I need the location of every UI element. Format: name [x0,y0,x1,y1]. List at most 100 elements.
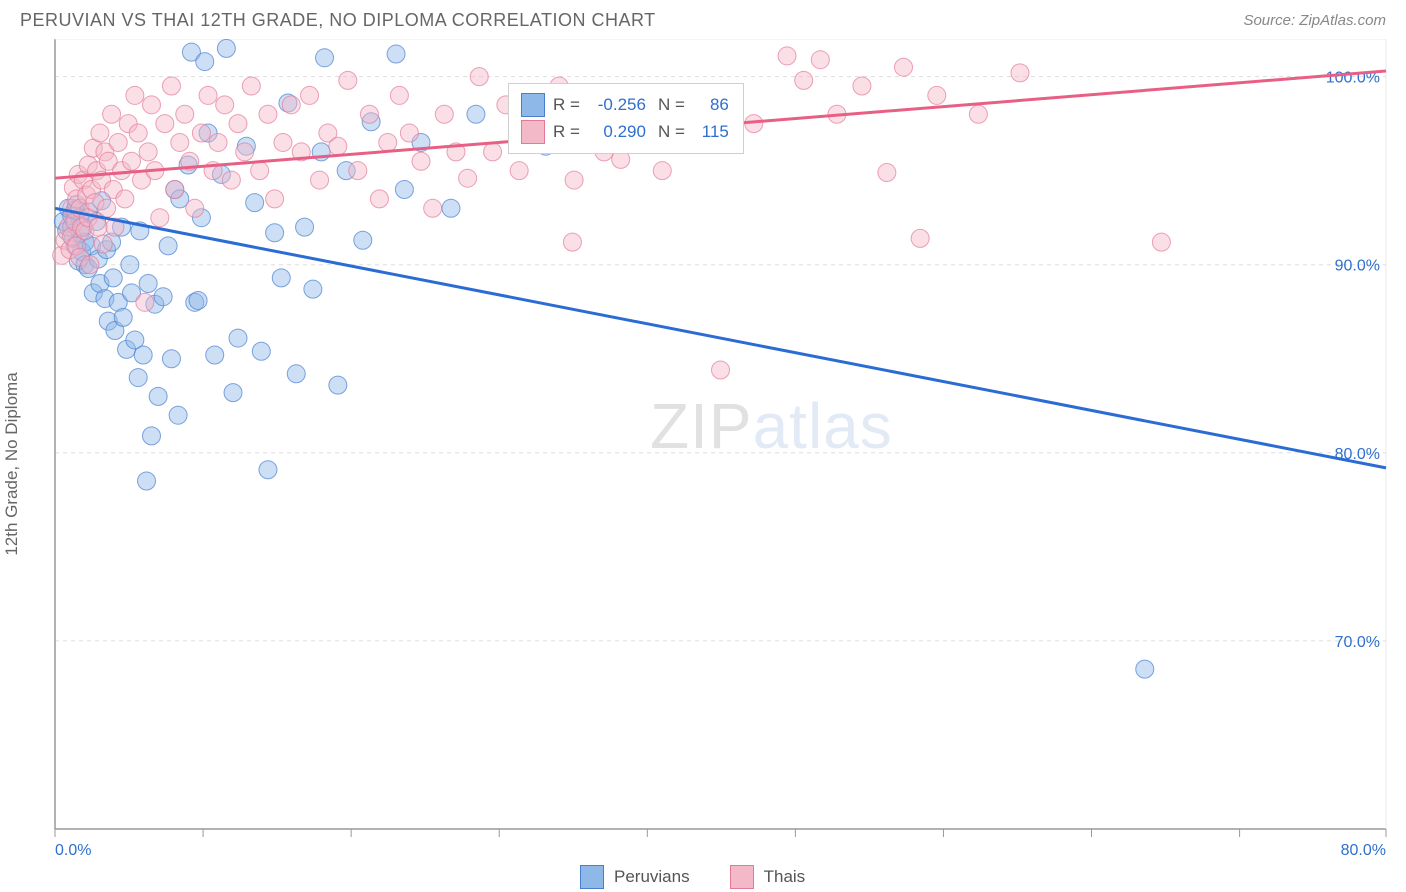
r-label: R = [553,122,580,142]
n-label: N = [658,95,685,115]
data-point [272,269,290,287]
data-point [91,124,109,142]
data-point [390,86,408,104]
r-value: -0.256 [588,95,646,115]
data-point [81,256,99,274]
legend-series-label: Thais [764,867,806,887]
data-point [316,49,334,67]
data-point [329,137,347,155]
series-legend: Peruvians Thais [580,865,805,889]
chart-header: PERUVIAN VS THAI 12TH GRADE, NO DIPLOMA … [0,0,1406,39]
data-point [459,169,477,187]
correlation-legend-box: R =-0.256N =86R =0.290N =115 [508,83,744,154]
data-point [266,190,284,208]
source-attribution: Source: ZipAtlas.com [1243,12,1386,29]
data-point [156,115,174,133]
data-point [151,209,169,227]
x-tick-label: 0.0% [55,842,91,859]
y-tick-label: 70.0% [1335,634,1380,651]
legend-swatch-icon [580,865,604,889]
data-point [224,384,242,402]
y-tick-label: 90.0% [1335,258,1380,275]
data-point [653,162,671,180]
data-point [104,269,122,287]
data-point [242,77,260,95]
data-point [370,190,388,208]
x-tick-label: 80.0% [1341,842,1386,859]
data-point [510,162,528,180]
data-point [139,143,157,161]
data-point [206,346,224,364]
data-point [199,86,217,104]
data-point [123,152,141,170]
data-point [360,105,378,123]
data-point [159,237,177,255]
data-point [229,329,247,347]
chart-title: PERUVIAN VS THAI 12TH GRADE, NO DIPLOMA … [20,10,656,31]
data-point [282,96,300,114]
data-point [878,164,896,182]
n-value: 86 [693,95,729,115]
data-point [229,115,247,133]
legend-stats-row: R = -0.256 N = 86 [521,93,729,117]
data-point [266,224,284,242]
data-point [304,280,322,298]
data-point [354,231,372,249]
data-point [379,133,397,151]
data-point [435,105,453,123]
data-point [349,162,367,180]
data-point [129,369,147,387]
legend-series-label: Peruvians [614,867,690,887]
data-point [565,171,583,189]
data-point [252,342,270,360]
n-label: N = [658,122,685,142]
data-point [853,77,871,95]
data-point [424,199,442,217]
data-point [149,387,167,405]
data-point [778,47,796,65]
data-point [329,376,347,394]
data-point [311,171,329,189]
data-point [217,39,235,57]
scatter-chart-svg: 70.0%80.0%90.0%100.0%0.0%80.0% [0,39,1406,859]
data-point [287,365,305,383]
data-point [274,133,292,151]
data-point [811,51,829,69]
data-point [189,291,207,309]
data-point [196,53,214,71]
chart-area: 12th Grade, No Diploma 70.0%80.0%90.0%10… [0,39,1406,889]
data-point [395,180,413,198]
data-point [895,58,913,76]
r-value: 0.290 [588,122,646,142]
data-point [192,124,210,142]
data-point [236,143,254,161]
data-point [186,199,204,217]
data-point [94,235,112,253]
data-point [126,86,144,104]
r-label: R = [553,95,580,115]
data-point [712,361,730,379]
data-point [89,218,107,236]
data-point [209,133,227,151]
legend-swatch-icon [521,93,545,117]
legend-item: Thais [730,865,806,889]
legend-swatch-icon [730,865,754,889]
data-point [911,229,929,247]
data-point [138,472,156,490]
data-point [116,190,134,208]
data-point [969,105,987,123]
data-point [467,105,485,123]
data-point [129,124,147,142]
data-point [928,86,946,104]
data-point [442,199,460,217]
data-point [162,77,180,95]
data-point [162,350,180,368]
data-point [387,45,405,63]
data-point [139,275,157,293]
data-point [121,256,139,274]
data-point [169,406,187,424]
data-point [136,293,154,311]
data-point [484,143,502,161]
data-point [470,68,488,86]
data-point [134,346,152,364]
